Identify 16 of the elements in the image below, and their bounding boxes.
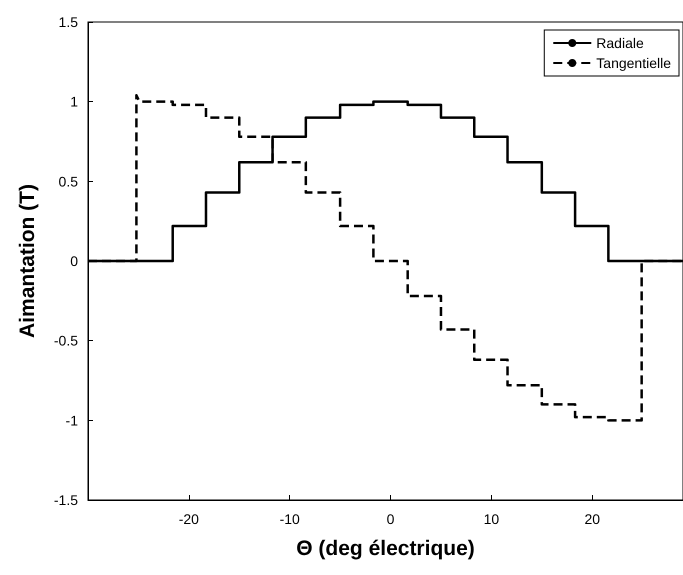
x-tick-label: -20 [178, 511, 200, 527]
x-tick-label: 20 [584, 511, 600, 527]
y-axis-title: Aimantation (T) [16, 184, 39, 338]
y-tick-label: -0.5 [54, 332, 78, 349]
y-tick-label: 0.5 [58, 173, 78, 190]
y-tick-label: 0 [70, 253, 78, 269]
y-tick-label: 1 [70, 94, 78, 110]
legend-label: Tangentielle [596, 55, 672, 71]
legend-label: Radiale [596, 35, 644, 51]
x-tick-label: -10 [280, 511, 300, 527]
x-tick-label: 10 [484, 511, 500, 527]
y-tick-label: 1.5 [58, 14, 78, 30]
y-tick-label: -1.5 [54, 492, 78, 508]
x-axis-title: Θ (deg électrique) [296, 537, 475, 560]
x-tick-label: 0 [386, 511, 395, 527]
y-tick-label: -1 [66, 412, 78, 428]
